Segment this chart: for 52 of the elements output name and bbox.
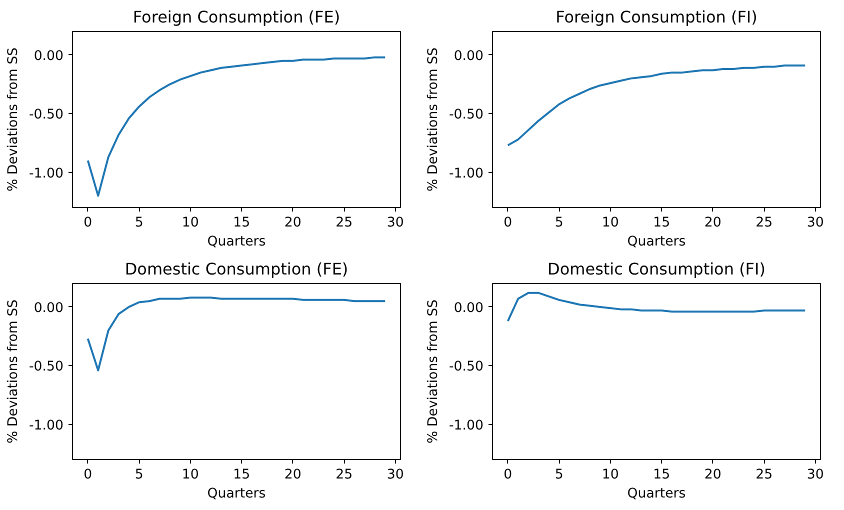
x-tick-label: 15: [653, 468, 670, 482]
x-tick-label: 20: [284, 216, 302, 230]
y-tick-label: -0.50: [449, 108, 484, 123]
x-tick-label: 25: [756, 216, 773, 230]
chart-title: Domestic Consumption (FI): [548, 260, 766, 278]
x-tick-label: 15: [653, 216, 670, 230]
x-tick-label: 10: [602, 468, 619, 482]
chart-title: Foreign Consumption (FE): [132, 8, 340, 26]
x-tick-label: 30: [806, 216, 824, 230]
y-axis-title: % Deviations from SS: [426, 299, 442, 444]
x-tick-label: 25: [336, 216, 353, 230]
x-tick-label: 0: [84, 468, 92, 482]
x-tick-label: 25: [336, 468, 353, 482]
x-tick-label: 20: [284, 468, 302, 482]
x-tick-label: 5: [554, 468, 564, 482]
x-tick-label: 5: [134, 216, 144, 230]
x-axis-title: Quarters: [207, 234, 266, 250]
y-tick-label: -1.00: [449, 418, 484, 434]
y-tick-label: 0.00: [34, 300, 64, 316]
x-tick-label: 10: [602, 216, 619, 230]
chart-title: Foreign Consumption (FI): [556, 8, 758, 26]
y-axis-title: % Deviations from SS: [6, 47, 22, 192]
x-tick-label: 20: [704, 468, 722, 482]
x-tick-label: 0: [504, 468, 512, 482]
x-tick-label: 0: [84, 216, 92, 230]
x-tick-label: 15: [233, 468, 250, 482]
x-tick-label: 25: [756, 468, 773, 482]
x-tick-label: 30: [386, 216, 404, 230]
y-tick-label: -0.50: [29, 108, 64, 123]
x-tick-label: 20: [704, 216, 722, 230]
y-tick-label: 0.00: [454, 300, 484, 316]
x-axis-title: Quarters: [627, 486, 686, 502]
y-tick-label: 0.00: [454, 48, 484, 64]
x-tick-label: 5: [134, 468, 144, 482]
x-tick-label: 30: [806, 468, 824, 482]
x-axis-title: Quarters: [627, 234, 686, 250]
y-tick-label: 0.00: [34, 48, 64, 64]
y-tick-label: -0.50: [449, 360, 484, 375]
x-axis-title: Quarters: [207, 486, 266, 502]
y-tick-label: -1.00: [29, 166, 64, 182]
y-tick-label: -0.50: [29, 360, 64, 375]
y-axis-title: % Deviations from SS: [6, 299, 22, 444]
x-tick-label: 30: [386, 468, 404, 482]
x-tick-label: 0: [504, 216, 512, 230]
y-axis-title: % Deviations from SS: [426, 47, 442, 192]
x-tick-label: 10: [182, 216, 199, 230]
y-tick-label: -1.00: [449, 166, 484, 182]
x-tick-label: 5: [554, 216, 564, 230]
chart-title: Domestic Consumption (FE): [124, 260, 348, 278]
y-tick-label: -1.00: [29, 418, 64, 434]
x-tick-label: 15: [233, 216, 250, 230]
x-tick-label: 10: [182, 468, 199, 482]
